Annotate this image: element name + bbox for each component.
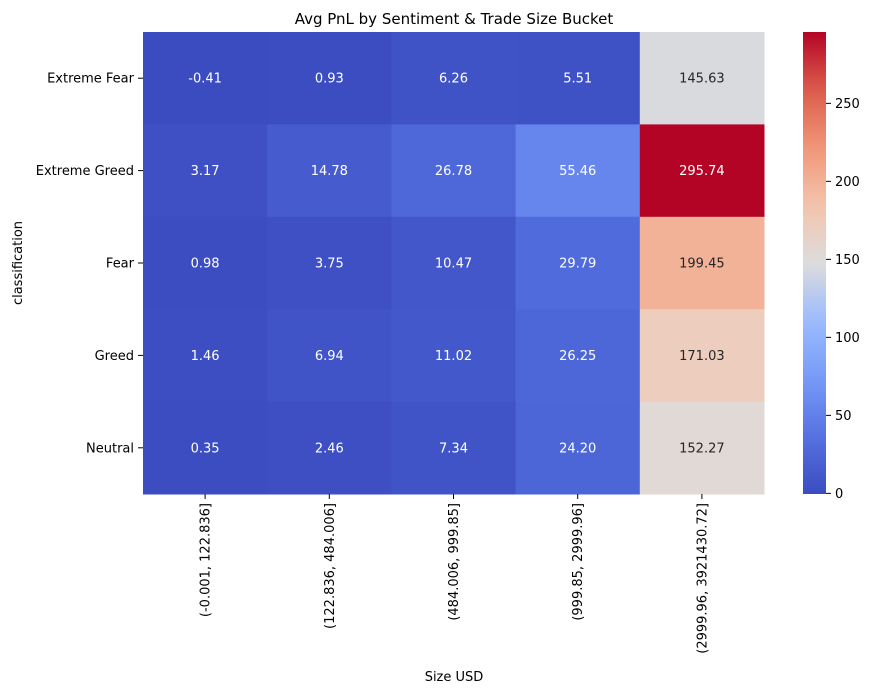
heatmap-cell bbox=[639, 401, 765, 495]
cell-value-label: 7.34 bbox=[439, 441, 468, 456]
heatmap-cell bbox=[143, 124, 268, 218]
cell-value-label: 29.79 bbox=[559, 257, 596, 272]
heatmap-cell bbox=[267, 124, 392, 218]
heatmap-cell bbox=[639, 309, 765, 403]
cell-value-label: 3.75 bbox=[315, 257, 344, 272]
y-axis-ticks: Extreme Fear Extreme Greed Fear Greed Neutra… bbox=[36, 72, 143, 456]
colorbar-tick-label: 200 bbox=[835, 175, 860, 190]
heatmap-cell bbox=[639, 216, 765, 310]
y-tick-label: Greed bbox=[95, 349, 134, 364]
cell-value-label: 26.78 bbox=[435, 164, 472, 179]
heatmap-cell bbox=[267, 309, 392, 403]
colorbar-tick-label: 150 bbox=[835, 253, 860, 268]
y-tick-label: Extreme Greed bbox=[36, 164, 134, 179]
cell-value-label: 171.03 bbox=[679, 349, 725, 364]
heatmap-cells: -0.41 0.93 6.26 5.51 145.63 3.17 14.78 26.78 55.… bbox=[143, 32, 765, 495]
colorbar-tick-label: 250 bbox=[835, 97, 860, 112]
y-tick-label: Fear bbox=[106, 257, 135, 272]
heatmap-cell bbox=[143, 216, 268, 310]
x-axis-ticks: (-0.001, 122.836] (122.836, 484.006] (484.… bbox=[199, 494, 710, 654]
colorbar-gradient bbox=[803, 32, 826, 494]
cell-value-label: 24.20 bbox=[559, 441, 596, 456]
x-tick-label: (122.836, 484.006] bbox=[323, 503, 338, 629]
colorbar: 0 50 100 150 200 250 bbox=[803, 32, 860, 502]
cell-value-label: 55.46 bbox=[559, 164, 596, 179]
x-tick-label: (999.85, 2999.96] bbox=[571, 503, 586, 621]
heatmap-cell bbox=[391, 401, 517, 495]
heatmap-cell bbox=[143, 309, 268, 403]
cell-value-label: 0.98 bbox=[191, 257, 220, 272]
heatmap-cell bbox=[515, 32, 641, 125]
x-tick-label: (-0.001, 122.836] bbox=[199, 503, 214, 617]
heatmap-cell bbox=[515, 401, 641, 495]
heatmap-cell bbox=[639, 32, 765, 125]
cell-value-label: 0.35 bbox=[191, 441, 220, 456]
y-axis-label: classification bbox=[11, 221, 26, 305]
heatmap-cell bbox=[143, 32, 268, 125]
heatmap-cell bbox=[143, 401, 268, 495]
x-axis-label: Size USD bbox=[425, 670, 484, 685]
heatmap-cell bbox=[267, 401, 392, 495]
heatmap-cell bbox=[515, 309, 641, 403]
heatmap-cell bbox=[515, 124, 641, 218]
cell-value-label: 11.02 bbox=[435, 349, 472, 364]
cell-value-label: 5.51 bbox=[563, 72, 592, 87]
chart-title: Avg PnL by Sentiment & Trade Size Bucket bbox=[295, 10, 614, 28]
heatmap-cell bbox=[391, 216, 517, 310]
x-tick-label: (2999.96, 3921430.72] bbox=[695, 503, 710, 654]
cell-value-label: 26.25 bbox=[559, 349, 596, 364]
y-tick-label: Extreme Fear bbox=[47, 72, 135, 87]
cell-value-label: 14.78 bbox=[311, 164, 348, 179]
cell-value-label: 1.46 bbox=[191, 349, 220, 364]
heatmap-cell bbox=[391, 309, 517, 403]
heatmap-cell bbox=[267, 32, 392, 125]
cell-value-label: 145.63 bbox=[679, 72, 725, 87]
heatmap-cell bbox=[391, 124, 517, 218]
cell-value-label: -0.41 bbox=[188, 72, 222, 87]
heatmap-cell bbox=[267, 216, 392, 310]
colorbar-tick-label: 100 bbox=[835, 331, 860, 346]
cell-value-label: 2.46 bbox=[315, 441, 344, 456]
heatmap-cell bbox=[639, 124, 765, 218]
colorbar-tick-label: 50 bbox=[835, 409, 852, 424]
heatmap-cell bbox=[391, 32, 517, 125]
cell-value-label: 152.27 bbox=[679, 441, 725, 456]
cell-value-label: 199.45 bbox=[679, 257, 725, 272]
x-tick-label: (484.006, 999.85] bbox=[447, 503, 462, 621]
cell-value-label: 6.26 bbox=[439, 72, 468, 87]
cell-value-label: 10.47 bbox=[435, 257, 472, 272]
heatmap-cell bbox=[515, 216, 641, 310]
y-tick-label: Neutral bbox=[86, 441, 134, 456]
cell-value-label: 0.93 bbox=[315, 72, 344, 87]
cell-value-label: 6.94 bbox=[315, 349, 344, 364]
cell-value-label: 295.74 bbox=[679, 164, 725, 179]
colorbar-tick-label: 0 bbox=[835, 487, 843, 502]
cell-value-label: 3.17 bbox=[191, 164, 220, 179]
